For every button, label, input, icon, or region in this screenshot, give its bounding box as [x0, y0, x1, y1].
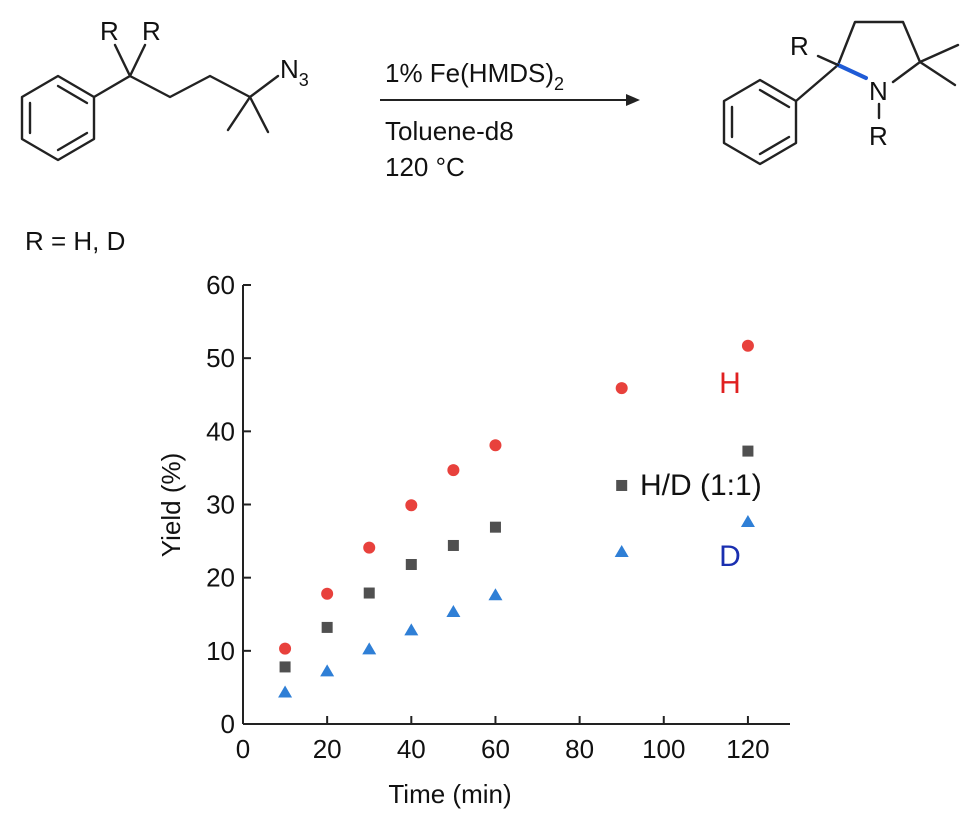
x-tick-label: 100 [642, 734, 685, 764]
bond [20, 74, 96, 162]
point [615, 382, 628, 395]
series-label: H/D (1:1) [640, 469, 762, 502]
point [447, 539, 459, 551]
point [614, 545, 629, 558]
bond [836, 20, 922, 84]
bond [248, 95, 270, 134]
x-tick-label: 60 [481, 734, 510, 764]
point [489, 521, 501, 533]
y-tick-label: 0 [221, 709, 235, 739]
y-tick-label: 10 [206, 636, 235, 666]
y-tick-label: 30 [206, 490, 235, 520]
point [321, 621, 333, 633]
reagent: 1% Fe(HMDS)2 [385, 58, 564, 94]
point [362, 642, 377, 655]
bond [918, 43, 960, 64]
y-axis-title: Yield (%) [156, 453, 186, 558]
y-tick-label: 40 [206, 416, 235, 446]
point [742, 445, 754, 457]
point [279, 661, 291, 673]
bond [226, 95, 252, 132]
y-tick-label: 50 [206, 343, 235, 373]
bond [794, 63, 840, 103]
r-definition: R = H, D [25, 226, 125, 256]
x-tick-label: 0 [236, 734, 250, 764]
bond [92, 74, 280, 99]
r-label: R [100, 16, 119, 46]
r-label: R [790, 31, 809, 61]
x-tick-label: 120 [726, 734, 769, 764]
point [320, 664, 335, 677]
bond [918, 60, 957, 87]
point [278, 685, 293, 698]
r-label: R [142, 16, 161, 46]
solvent: Toluene-d8 [385, 116, 514, 146]
formed-bond [836, 63, 868, 80]
point [489, 439, 502, 452]
point [405, 499, 418, 512]
x-tick-label: 80 [565, 734, 594, 764]
point [279, 642, 292, 655]
point [405, 558, 417, 570]
arrow-head [626, 94, 640, 106]
point [446, 605, 461, 618]
n-label: N [869, 76, 888, 106]
bond [56, 131, 89, 152]
bond [128, 43, 147, 78]
point [447, 464, 460, 477]
bond [56, 84, 89, 105]
point [404, 623, 419, 636]
point [488, 588, 503, 601]
bond [816, 54, 840, 67]
r-label: R [869, 121, 888, 151]
point [363, 587, 375, 599]
point [741, 339, 754, 352]
y-tick-label: 20 [206, 563, 235, 593]
product-structure: R N R [722, 20, 960, 166]
bond [113, 43, 132, 78]
series-label: H [719, 367, 741, 400]
chart: Time (min) Yield (%) 0 10 20 30 40 50 60 0 20 40 6… [156, 270, 790, 809]
temperature: 120 °C [385, 152, 465, 182]
point [740, 515, 755, 528]
x-tick-label: 40 [397, 734, 426, 764]
point [363, 541, 376, 554]
bond [758, 135, 791, 156]
y-tick-label: 60 [206, 270, 235, 300]
point [321, 587, 334, 600]
x-tick-label: 20 [313, 734, 342, 764]
point [616, 479, 628, 491]
azide-label: N3 [280, 54, 309, 90]
bond [758, 88, 791, 109]
reactant-structure: R R N3 [20, 16, 309, 162]
x-axis-title: Time (min) [388, 779, 511, 809]
series-label: D [719, 540, 741, 573]
bond [722, 78, 798, 166]
